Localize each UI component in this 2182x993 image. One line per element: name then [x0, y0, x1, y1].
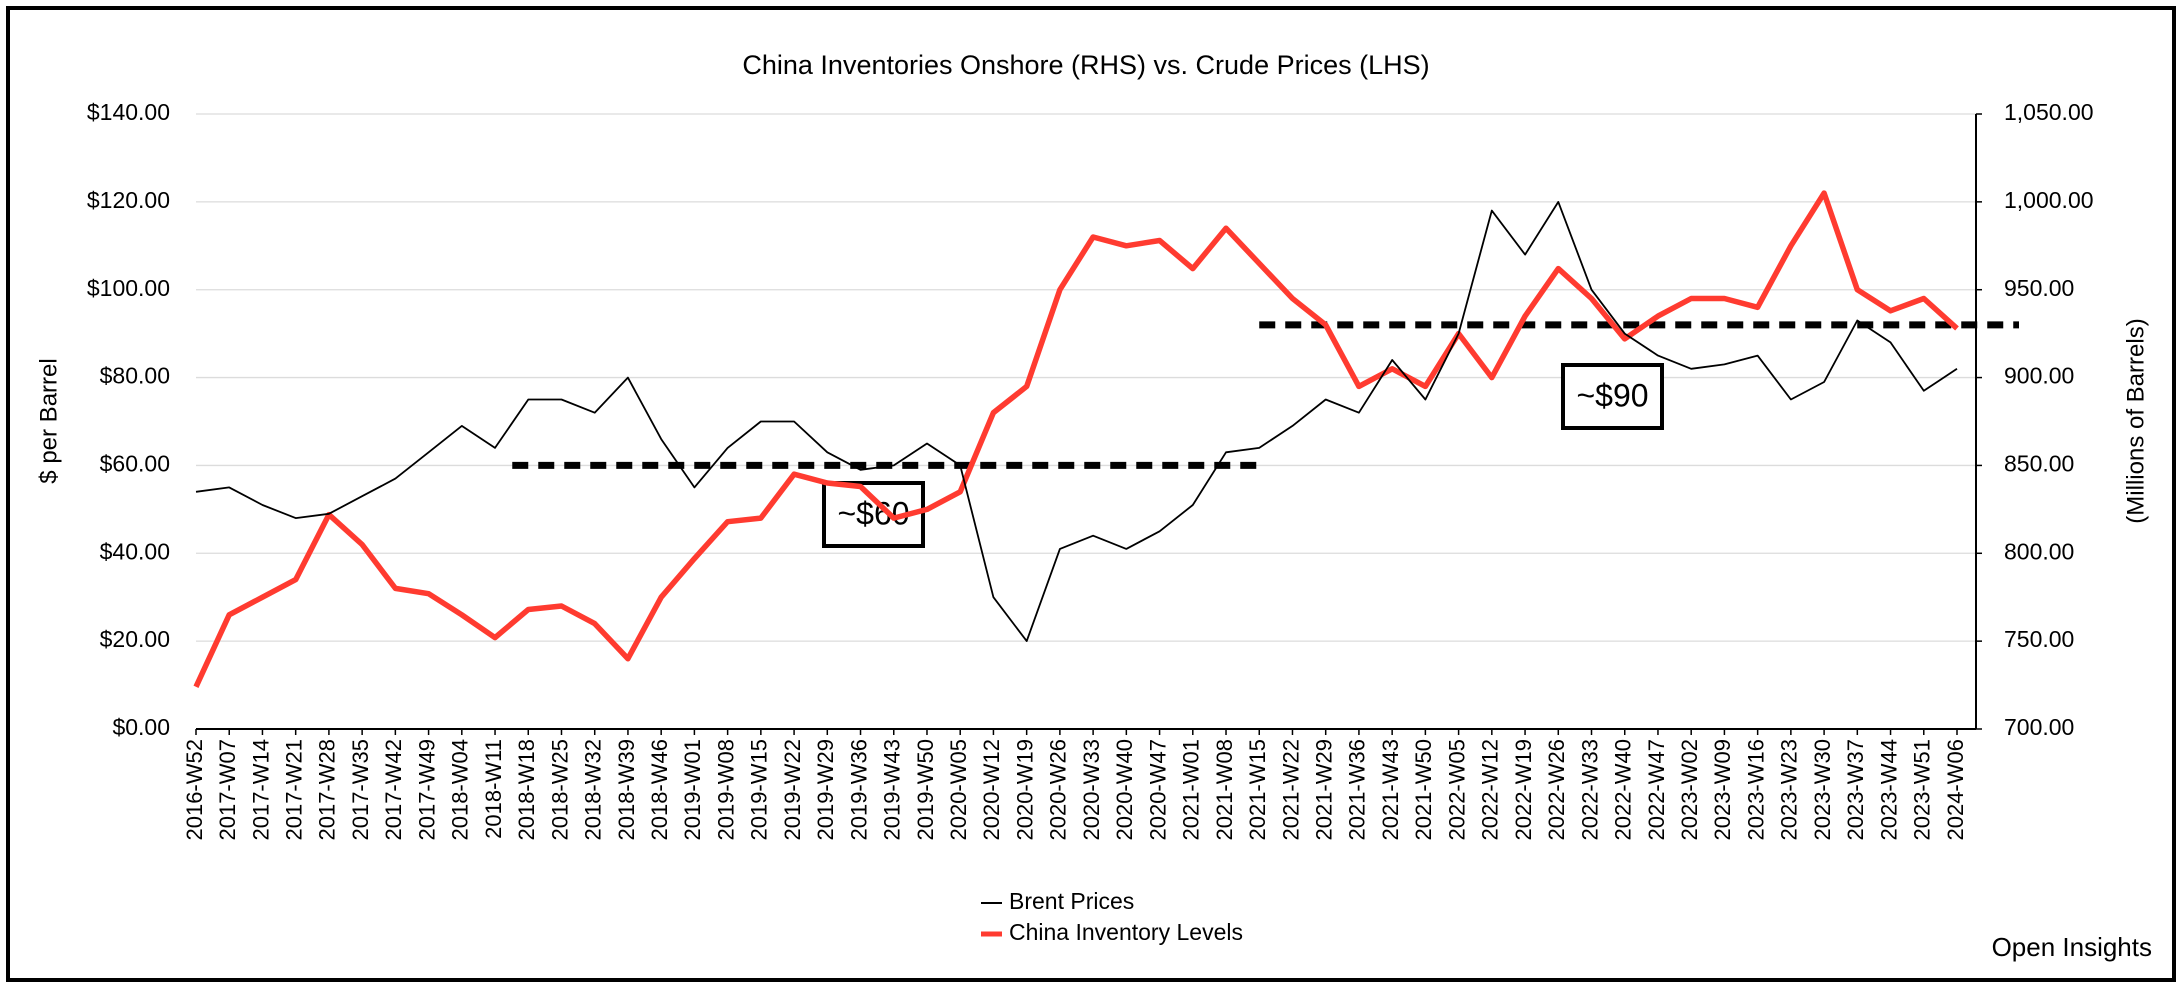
y-tick-label: $120.00 — [87, 187, 170, 213]
x-tick-label: 2019-W50 — [913, 739, 938, 841]
x-tick-label: 2020-W26 — [1046, 739, 1071, 841]
x-tick-label: 2021-W29 — [1312, 739, 1337, 841]
x-tick-label: 2024-W06 — [1943, 739, 1968, 841]
y2-tick-label: 850.00 — [2004, 451, 2074, 477]
x-tick-label: 2017-W35 — [348, 739, 373, 841]
x-tick-label: 2018-W04 — [448, 739, 473, 841]
x-tick-label: 2023-W51 — [1910, 739, 1935, 841]
series-line — [193, 190, 1959, 688]
y-tick-label: $20.00 — [100, 626, 170, 652]
x-tick-label: 2018-W32 — [581, 739, 606, 841]
x-tick-label: 2018-W11 — [481, 739, 506, 839]
x-tick-label: 2018-W18 — [514, 739, 539, 841]
x-tick-label: 2021-W22 — [1278, 739, 1303, 841]
x-tick-label: 2017-W21 — [281, 739, 306, 841]
y2-axis-label: (Millions of Barrels) — [2122, 318, 2149, 523]
x-tick-label: 2021-W36 — [1345, 739, 1370, 841]
x-tick-label: 2020-W19 — [1012, 739, 1037, 841]
x-tick-label: 2022-W26 — [1544, 739, 1569, 841]
y-tick-label: $100.00 — [87, 275, 170, 301]
x-tick-label: 2017-W42 — [381, 739, 406, 841]
x-tick-label: 2023-W23 — [1777, 739, 1802, 841]
y2-tick-label: 1,000.00 — [2004, 187, 2094, 213]
y2-tick-label: 900.00 — [2004, 363, 2074, 389]
y2-tick-label: 800.00 — [2004, 538, 2074, 564]
x-tick-label: 2022-W19 — [1511, 739, 1536, 841]
annotation-box — [1561, 363, 1664, 430]
y-tick-label: $60.00 — [100, 451, 170, 477]
x-tick-label: 2017-W07 — [215, 739, 240, 841]
x-tick-label: 2022-W33 — [1577, 739, 1602, 841]
y2-tick-label: 750.00 — [2004, 626, 2074, 652]
x-tick-label: 2017-W49 — [414, 739, 439, 841]
y-tick-label: $80.00 — [100, 363, 170, 389]
x-tick-label: 2021-W01 — [1179, 739, 1204, 841]
x-tick-label: 2019-W15 — [747, 739, 772, 841]
x-tick-label: 2022-W05 — [1444, 739, 1469, 841]
x-tick-label: 2019-W01 — [680, 739, 705, 841]
x-tick-label: 2016-W52 — [182, 739, 207, 841]
x-tick-label: 2018-W39 — [614, 739, 639, 841]
x-tick-label: 2017-W14 — [248, 739, 273, 841]
chart-title: China Inventories Onshore (RHS) vs. Crud… — [742, 50, 1429, 80]
x-tick-label: 2023-W37 — [1843, 739, 1868, 841]
x-tick-label: 2021-W08 — [1212, 739, 1237, 841]
x-tick-label: 2020-W40 — [1112, 739, 1137, 841]
legend-label: China Inventory Levels — [1009, 919, 1243, 945]
x-tick-label: 2021-W15 — [1245, 739, 1270, 841]
x-tick-label: 2020-W47 — [1145, 739, 1170, 841]
y-axis-label: $ per Barrel — [35, 358, 62, 483]
x-tick-label: 2023-W02 — [1677, 739, 1702, 841]
y2-tick-label: 950.00 — [2004, 275, 2074, 301]
x-tick-label: 2023-W16 — [1743, 739, 1768, 841]
x-tick-label: 2023-W30 — [1810, 739, 1835, 841]
watermark: Open Insights — [1992, 932, 2152, 962]
y-tick-label: $40.00 — [100, 538, 170, 564]
x-tick-label: 2022-W47 — [1644, 739, 1669, 841]
x-tick-label: 2019-W36 — [846, 739, 871, 841]
x-tick-label: 2020-W33 — [1079, 739, 1104, 841]
y2-tick-label: 1,050.00 — [2004, 99, 2094, 125]
x-tick-label: 2018-W25 — [547, 739, 572, 841]
x-tick-label: 2021-W43 — [1378, 739, 1403, 841]
x-tick-label: 2022-W12 — [1478, 739, 1503, 841]
x-tick-label: 2021-W50 — [1411, 739, 1436, 841]
x-tick-label: 2019-W43 — [880, 739, 905, 841]
annotation-label: ~$90 — [1576, 377, 1648, 413]
frame — [6, 6, 2176, 982]
x-tick-label: 2023-W44 — [1876, 739, 1901, 841]
x-tick-label: 2020-W05 — [946, 739, 971, 841]
x-tick-label: 2020-W12 — [979, 739, 1004, 841]
y-tick-label: $140.00 — [87, 99, 170, 125]
series-line — [195, 201, 1958, 642]
x-tick-label: 2019-W22 — [780, 739, 805, 841]
x-tick-label: 2017-W28 — [315, 739, 340, 841]
x-tick-label: 2023-W09 — [1710, 739, 1735, 841]
x-tick-label: 2019-W08 — [713, 739, 738, 841]
x-tick-label: 2019-W29 — [813, 739, 838, 841]
x-tick-label: 2018-W46 — [647, 739, 672, 841]
x-tick-label: 2022-W40 — [1611, 739, 1636, 841]
y2-tick-label: 700.00 — [2004, 714, 2074, 740]
y-tick-label: $0.00 — [112, 714, 170, 740]
legend-label: Brent Prices — [1009, 888, 1134, 914]
